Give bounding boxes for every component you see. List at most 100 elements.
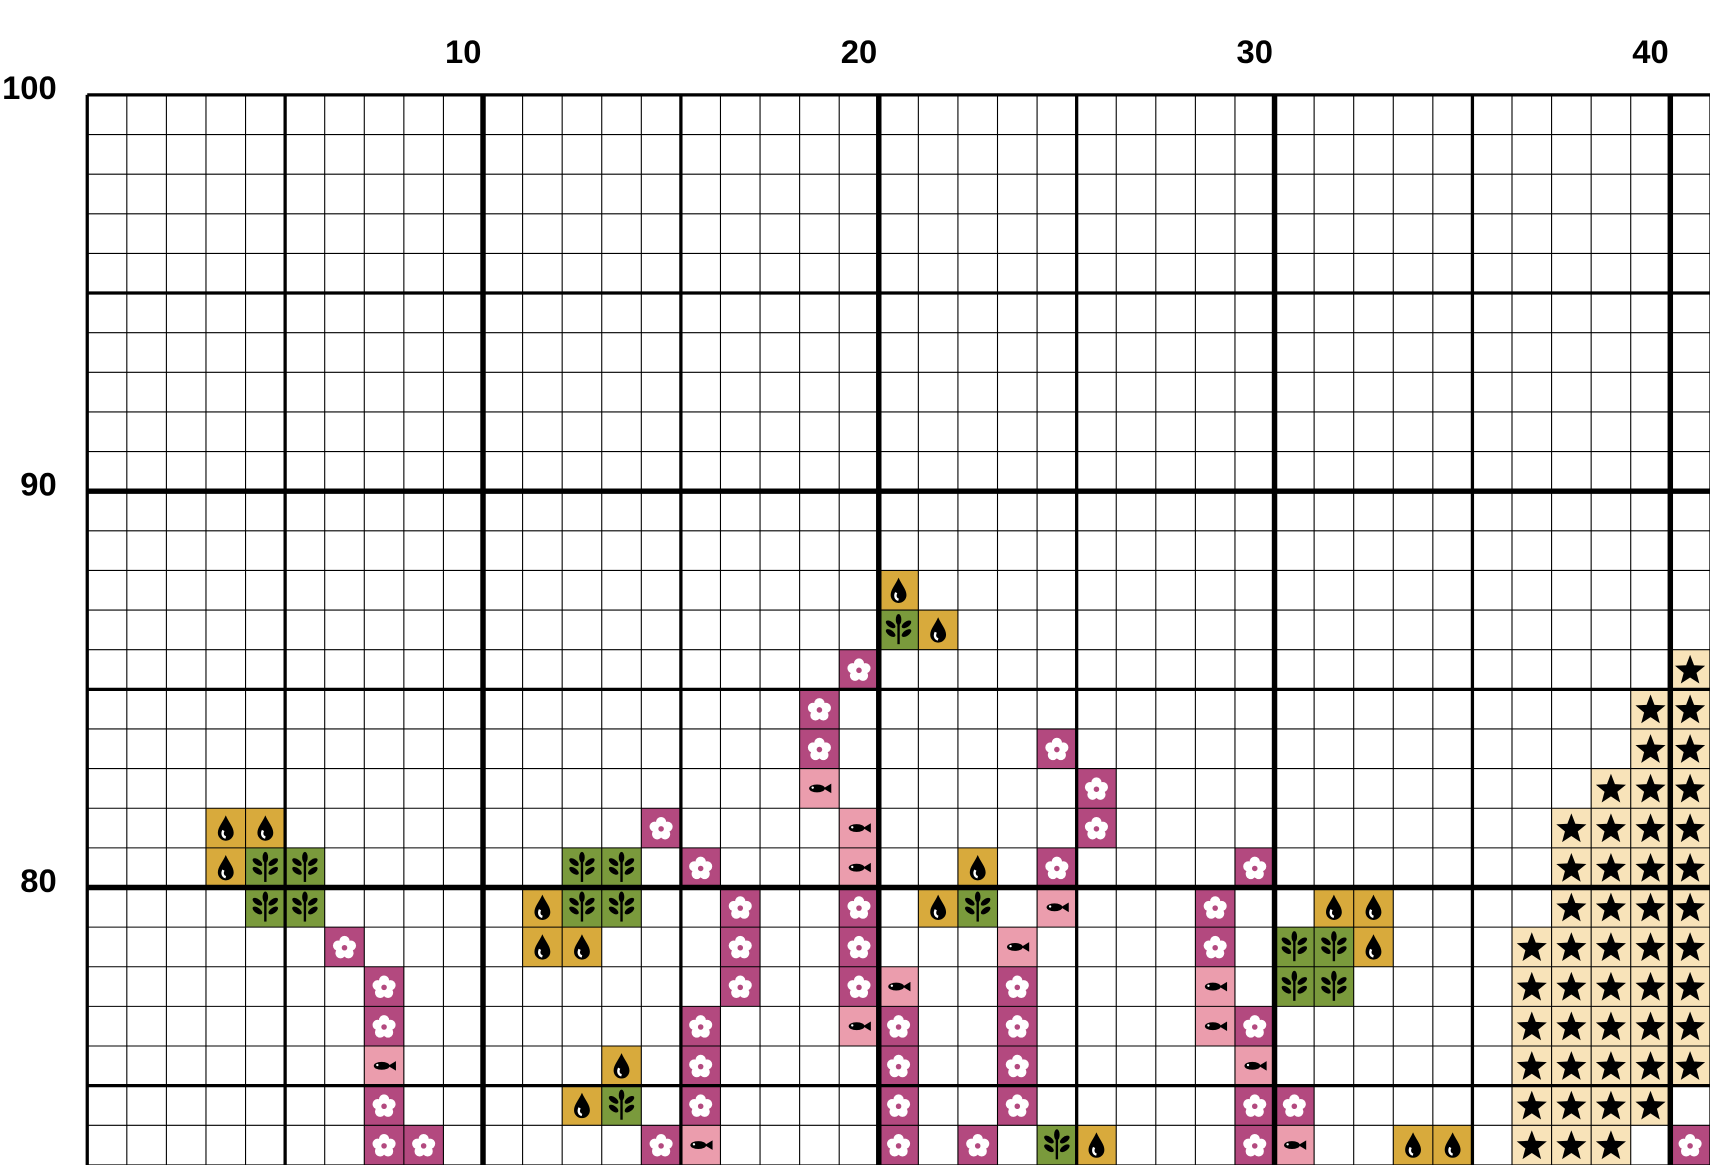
flower-petal xyxy=(1005,1059,1017,1070)
stitch-symbol xyxy=(257,815,274,841)
stitch-symbol xyxy=(1556,1011,1587,1041)
leaf-icon xyxy=(585,866,595,875)
leaf-icon xyxy=(268,906,279,915)
fish-icon xyxy=(862,823,871,833)
leaf-icon xyxy=(1281,985,1292,994)
flower-center xyxy=(974,1143,981,1149)
leaf-icon xyxy=(624,906,635,915)
flower-center xyxy=(658,826,664,832)
flower-petal xyxy=(1095,829,1106,840)
flower-petal xyxy=(887,1059,898,1070)
fish-icon xyxy=(1204,982,1221,991)
leaf-icon xyxy=(1331,931,1337,943)
stitch-symbol xyxy=(1556,1051,1587,1080)
flower-petal xyxy=(887,1099,898,1110)
drop-highlight xyxy=(577,1107,583,1117)
flower-petal xyxy=(857,948,869,959)
stitch-symbol xyxy=(569,891,595,922)
stitch-symbol xyxy=(1556,813,1587,843)
leaf-icon xyxy=(608,866,619,875)
stitch-symbol xyxy=(848,862,871,873)
flower-petal xyxy=(1095,789,1106,800)
stitch-symbol xyxy=(1243,856,1267,880)
flower-petal xyxy=(689,1099,700,1110)
leaf-icon xyxy=(569,906,579,915)
flower-petal xyxy=(699,1027,710,1038)
flower-petal xyxy=(857,908,869,919)
stitch-symbol xyxy=(1675,654,1706,684)
star-icon xyxy=(1675,654,1706,684)
fish-icon xyxy=(1219,981,1228,992)
drop-highlight xyxy=(221,869,227,879)
x-tick-label: 30 xyxy=(1237,33,1273,70)
star-icon xyxy=(1675,813,1706,843)
drop-highlight xyxy=(933,631,939,641)
stitch-symbol xyxy=(1675,813,1706,843)
flower-petal xyxy=(343,948,354,959)
flower-petal xyxy=(1243,1138,1254,1149)
leaf-icon xyxy=(585,906,595,915)
leaf-icon xyxy=(1297,946,1308,955)
stitch-symbol xyxy=(964,891,991,922)
star-icon xyxy=(1595,971,1626,1001)
flower-center xyxy=(1212,944,1218,951)
stitch-symbol xyxy=(1516,1011,1547,1041)
stitch-symbol xyxy=(534,934,551,960)
flower-petal xyxy=(1005,1019,1017,1031)
stitch-symbol xyxy=(888,981,911,992)
flower-petal xyxy=(1213,908,1225,919)
flower-petal xyxy=(966,1138,977,1149)
leaf-icon xyxy=(252,906,263,915)
leaf-icon xyxy=(624,1104,635,1113)
fish-eye xyxy=(376,1063,379,1067)
fish-eye xyxy=(1207,1024,1210,1027)
stitch-symbol xyxy=(689,856,713,880)
flower-center xyxy=(816,707,823,713)
stitch-symbol xyxy=(1088,1132,1105,1158)
stitch-symbol xyxy=(728,975,752,998)
stitch-symbol xyxy=(1244,1061,1267,1071)
leaf-icon xyxy=(1297,985,1308,994)
leaf-icon xyxy=(1044,1144,1054,1153)
fish-icon xyxy=(862,1021,871,1031)
star-icon xyxy=(1595,1130,1626,1160)
stitch-symbol xyxy=(1675,853,1706,882)
stitch-symbol xyxy=(1635,1011,1666,1041)
flower-center xyxy=(1054,865,1060,872)
stitch-symbol xyxy=(890,577,907,603)
drop-highlight xyxy=(1369,948,1374,958)
fish-icon xyxy=(848,824,865,833)
fish-icon xyxy=(823,783,832,794)
stitch-symbol xyxy=(1635,734,1666,763)
stitch-symbol xyxy=(1635,773,1666,803)
flower-petal xyxy=(659,1146,671,1157)
leaf-icon xyxy=(308,866,318,875)
y-tick-label: 80 xyxy=(20,862,56,899)
fish-icon xyxy=(1284,1141,1300,1150)
stitch-symbol xyxy=(1556,853,1587,882)
leaf-icon xyxy=(252,858,263,867)
stitch-symbol xyxy=(1595,971,1626,1001)
stitch-symbol xyxy=(847,935,871,959)
stitch-symbol xyxy=(1005,975,1029,998)
leaf-icon xyxy=(1291,970,1298,982)
stitch-symbol xyxy=(1045,856,1069,880)
stitch-symbol xyxy=(1044,1129,1070,1160)
flower-petal xyxy=(699,1066,710,1078)
fish-icon xyxy=(1219,1021,1228,1031)
flower-petal xyxy=(1203,940,1214,951)
leaf-icon xyxy=(579,851,585,863)
drop-highlight xyxy=(973,869,979,879)
fish-eye xyxy=(1009,944,1012,948)
flower-center xyxy=(737,984,744,991)
flower-petal xyxy=(1045,742,1056,753)
leaf-icon xyxy=(624,866,635,875)
star-icon xyxy=(1635,773,1666,803)
stitch-symbol xyxy=(887,1133,911,1157)
leaf-icon xyxy=(980,906,991,915)
stitch-symbol xyxy=(1556,1090,1587,1120)
fish-eye xyxy=(1207,984,1210,987)
stitch-symbol xyxy=(1635,932,1666,961)
star-icon xyxy=(1595,892,1626,922)
drop-highlight xyxy=(1369,909,1374,918)
